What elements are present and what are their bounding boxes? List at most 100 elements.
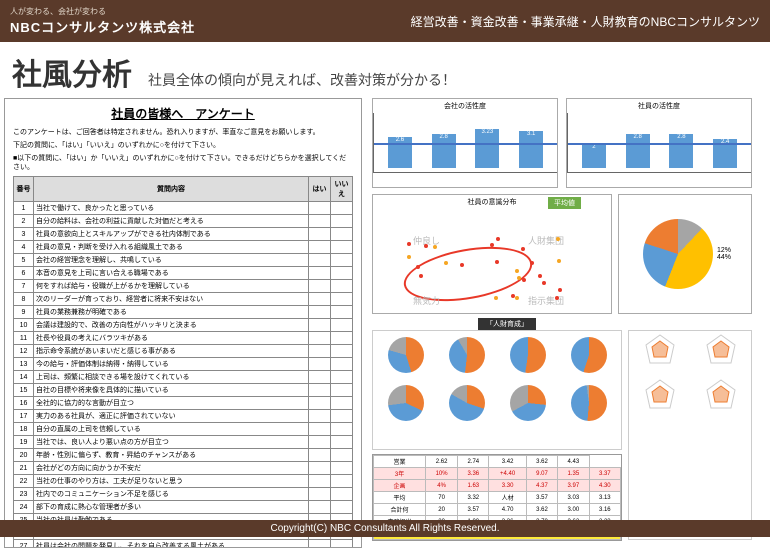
- data-row: 3年10%3.36+4.409.071.353.37: [374, 468, 621, 480]
- survey-row: 9社員の業務兼務が明確である: [14, 306, 353, 319]
- survey-row: 14上司は、頻繁に相談できる場を設けてくれている: [14, 371, 353, 384]
- survey-row: 15自社の目標や将来像を具体的に描いている: [14, 384, 353, 397]
- scatter-dot: [557, 259, 561, 263]
- survey-row: 23社内でのコミュニケーション不足を感じる: [14, 488, 353, 501]
- survey-row: 21会社がどの方向に向かうか不安だ: [14, 462, 353, 475]
- survey-row: 22当社の仕事のやり方は、工夫が足りないと思う: [14, 475, 353, 488]
- scatter-dot: [424, 244, 428, 248]
- scatter-dot: [490, 243, 494, 247]
- header: 人が変わる、会社が変わる NBCコンサルタンツ株式会社 経営改善・資金改善・事業…: [0, 0, 770, 42]
- survey-row: 12指示命令系統があいまいだと感じる事がある: [14, 345, 353, 358]
- pie-icon: [510, 337, 546, 373]
- bar-chart-1: 会社の活性度 2.62.83.233.1: [372, 98, 558, 188]
- survey-intro3: ■以下の質問に、「はい」か「いいえ」のいずれかに○を付けて下さい。できるだけどち…: [13, 154, 353, 172]
- content: 社員の皆様へ アンケート このアンケートは、ご回答者は特定されません。恐れ入りま…: [0, 98, 770, 548]
- survey-row: 4社員の意見・判断を受け入れる組織風土である: [14, 241, 353, 254]
- survey-row: 16全社的に協力的な言動が目立つ: [14, 397, 353, 410]
- col-num: 番号: [14, 177, 34, 202]
- radar-item: [629, 331, 690, 376]
- scatter-dot: [444, 261, 448, 265]
- survey-row: 20年齢・性別に偏らず、教育・昇給のチャンスがある: [14, 449, 353, 462]
- trend-line: [568, 143, 751, 145]
- scatter-dot: [538, 274, 542, 278]
- scatter-dot: [460, 263, 464, 267]
- quadrant-label: 無気力: [413, 294, 440, 307]
- page-subtitle: 社員全体の傾向が見えれば、改善対策が分かる！: [148, 70, 456, 90]
- survey-row: 17実力のある社員が、適正に評価されていない: [14, 410, 353, 423]
- survey-row: 13今の給与・評価体制は納得・納得している: [14, 358, 353, 371]
- bar: 2.6: [388, 137, 412, 168]
- company-name: NBCコンサルタンツ株式会社: [10, 17, 195, 36]
- data-row: 平均703.32人材3.573.033.13: [374, 492, 621, 504]
- survey-row: 5会社の経営理念を理解し、共鳴している: [14, 254, 353, 267]
- survey-row: 10会議は建設的で、改善の方向性がハッキリと決まる: [14, 319, 353, 332]
- radar-panel: [628, 330, 752, 540]
- survey-row: 3社員の意欲向上とスキルアップができる社内体制である: [14, 228, 353, 241]
- survey-intro2: 下記の質問に、「はい」「いいえ」のいずれかに○を付けて下さい。: [13, 141, 353, 150]
- scatter-dot: [407, 242, 411, 246]
- charts-panel: 会社の活性度 2.62.83.233.1 社員の活性度 22.82.82.4 社…: [368, 98, 758, 548]
- section-band: 「人財育成」: [478, 318, 536, 330]
- pie-grid: [372, 330, 622, 450]
- bar: 2.8: [626, 134, 650, 168]
- bar: 3.23: [475, 129, 499, 168]
- col-no: いいえ: [331, 177, 353, 202]
- survey-title: 社員の皆様へ アンケート: [13, 105, 353, 122]
- scatter-dot: [517, 276, 521, 280]
- data-row: 合計何203.574.703.623.003.16: [374, 504, 621, 516]
- survey-row: 2自分の給料は、会社の利益に貢献した対価だと考える: [14, 215, 353, 228]
- trend-line: [374, 143, 557, 145]
- bar1-title: 会社の活性度: [373, 99, 557, 113]
- scatter-dot: [407, 255, 411, 259]
- bar: 2: [582, 144, 606, 168]
- scatter-chart: 社員の意識分布 平均値 仲良し人財集団無気力指示集団: [372, 194, 612, 314]
- title-row: 社風分析 社員全体の傾向が見えれば、改善対策が分かる！: [0, 42, 770, 98]
- pie-icon: [449, 385, 485, 421]
- survey-intro1: このアンケートは、ご回答者は特定されません。恐れ入りますが、率直なご意見をお願い…: [13, 128, 353, 137]
- data-row: 企画4%1.633.304.373.974.30: [374, 480, 621, 492]
- col-q: 質問内容: [34, 177, 309, 202]
- survey-row: 6本音の意見を上司に言い合える職場である: [14, 267, 353, 280]
- pie-icon: [388, 385, 424, 421]
- bar-chart-2: 社員の活性度 22.82.82.4: [566, 98, 752, 188]
- header-right: 経営改善・資金改善・事業承継・人財教育のNBCコンサルタンツ: [411, 13, 760, 30]
- scatter-dot: [556, 237, 560, 241]
- pie-summary: 12% 44%: [618, 194, 752, 314]
- scatter-dot: [433, 245, 437, 249]
- radar-item: [629, 376, 690, 421]
- summary-pie-icon: [643, 219, 713, 289]
- pie-icon: [449, 337, 485, 373]
- scatter-dot: [530, 261, 534, 265]
- header-left: 人が変わる、会社が変わる NBCコンサルタンツ株式会社: [10, 6, 195, 36]
- bar2-title: 社員の活性度: [567, 99, 751, 113]
- pie-icon: [571, 337, 607, 373]
- scatter-dot: [515, 296, 519, 300]
- scatter-dot: [558, 288, 562, 292]
- bar: 3.1: [519, 131, 543, 168]
- survey-row: 8次のリーダーが育っており、経営者に将来不安はない: [14, 293, 353, 306]
- survey-row: 1当社で働けて、良かったと思っている: [14, 202, 353, 215]
- legend-2: 44%: [717, 254, 731, 261]
- scatter-dot: [522, 278, 526, 282]
- col-yes: はい: [309, 177, 331, 202]
- legend-1: 12%: [717, 247, 731, 254]
- survey-panel: 社員の皆様へ アンケート このアンケートは、ご回答者は特定されません。恐れ入りま…: [4, 98, 362, 548]
- survey-table: 番号 質問内容 はい いいえ 1当社で働けて、良かったと思っている2自分の給料は…: [13, 176, 353, 548]
- pie-icon: [510, 385, 546, 421]
- pie-icon: [388, 337, 424, 373]
- scatter-dot: [496, 237, 500, 241]
- footer: Copyright(C) NBC Consultants All Rights …: [0, 520, 770, 537]
- page-title: 社風分析: [12, 50, 132, 94]
- pie-icon: [571, 385, 607, 421]
- survey-row: 24部下の育成に熱心な管理者が多い: [14, 501, 353, 514]
- tagline: 人が変わる、会社が変わる: [10, 6, 195, 17]
- radar-item: [690, 331, 751, 376]
- scatter-dot: [494, 296, 498, 300]
- radar-item: [690, 376, 751, 421]
- bar: 2.8: [669, 134, 693, 168]
- scatter-dot: [542, 281, 546, 285]
- avg-label: 平均値: [548, 197, 581, 209]
- survey-row: 27社員は会社の問題を発見し、それを自ら改善する風土がある: [14, 540, 353, 548]
- data-row: 営業2.622.743.423.624.43: [374, 456, 621, 468]
- scatter-dot: [521, 247, 525, 251]
